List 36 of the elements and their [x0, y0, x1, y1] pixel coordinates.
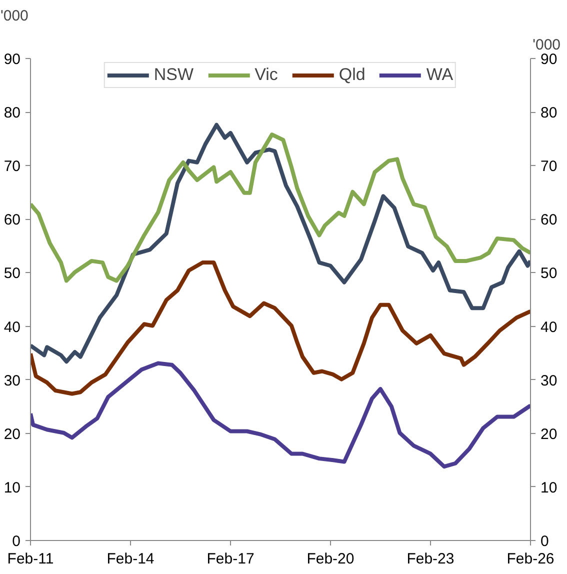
y2-tick-label: 10 [540, 479, 558, 496]
y-axis-title: '000 [0, 8, 28, 24]
x-tick-label: Feb-26 [506, 550, 554, 568]
x-tick-label: Feb-17 [206, 550, 254, 568]
y2-tick-label: 30 [540, 372, 558, 390]
line-series [30, 260, 530, 396]
x-tick-label: Feb-14 [106, 550, 154, 568]
y-tick-label: 0 [12, 533, 20, 550]
legend-label: Qld [338, 65, 366, 85]
y2-tick-label: 90 [540, 51, 558, 68]
x-tick-label: Feb-23 [406, 550, 454, 568]
legend-label: NSW [154, 65, 194, 85]
y-tick-label: 70 [4, 158, 21, 176]
x-tick-label: Feb-11 [7, 550, 54, 568]
y2-tick-label: 70 [540, 158, 558, 176]
y-tick-label: 50 [4, 265, 21, 282]
line-series [30, 132, 530, 283]
legend-label: WA [426, 65, 454, 85]
x-tick-label: Feb-20 [306, 550, 354, 568]
y2-tick-label: 80 [540, 104, 558, 122]
line-series [30, 122, 530, 364]
y2-tick-label: 40 [540, 318, 558, 336]
y-tick-label: 60 [4, 212, 21, 229]
line-series [30, 361, 530, 469]
y2-axis-title: '000 [532, 36, 560, 54]
y2-tick-label: 20 [540, 426, 558, 443]
y-tick-label: 20 [4, 426, 21, 443]
legend-label: Vic [254, 65, 278, 85]
y-tick-label: 30 [4, 372, 21, 390]
y2-tick-label: 50 [540, 265, 558, 282]
y-tick-label: 10 [4, 479, 21, 496]
y-tick-label: 40 [4, 318, 21, 336]
y-tick-label: 80 [4, 104, 21, 122]
y2-tick-label: 60 [540, 212, 558, 229]
y2-tick-label: 0 [540, 533, 549, 550]
y-tick-label: 90 [4, 51, 21, 68]
